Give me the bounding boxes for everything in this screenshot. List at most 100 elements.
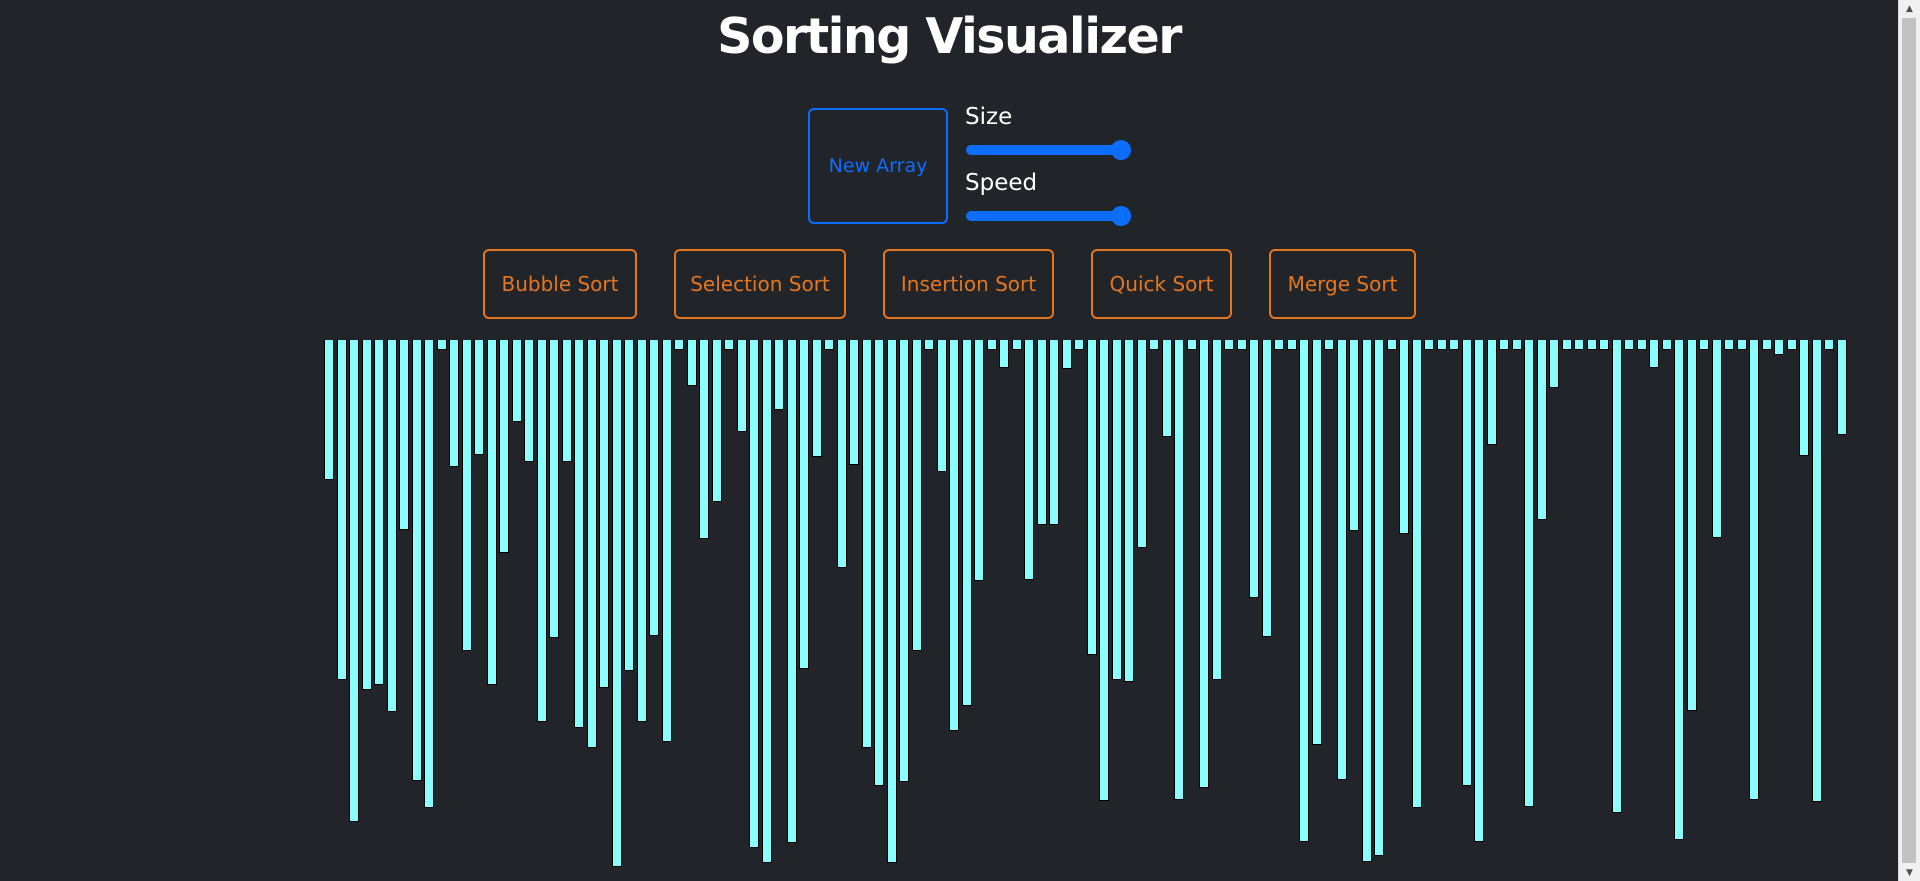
array-bar [436,340,447,350]
array-bar [361,340,372,690]
array-bar [1799,340,1809,456]
array-bar [836,340,847,568]
array-bar [1311,340,1322,745]
speed-label: Speed [965,170,1038,196]
array-bar [1699,340,1709,350]
array-bar [349,340,359,822]
array-bar [1649,340,1659,368]
array-bar [1749,340,1759,800]
size-slider[interactable] [966,140,1131,160]
array-bar [624,340,634,671]
array-bar [749,340,759,848]
array-bar [1486,340,1497,445]
array-bar [611,340,622,867]
scrollbar-thumb[interactable] [1902,18,1916,863]
array-bar [849,340,859,465]
array-bar [524,340,534,462]
array-bar [936,340,947,472]
array-bar [1236,340,1247,350]
array-bar [786,340,797,843]
array-bar [949,340,959,731]
size-slider-thumb[interactable] [1111,140,1131,160]
array-bar [886,340,897,863]
array-bar [511,340,522,422]
page-title: Sorting Visualizer [717,8,1182,65]
array-bar [549,340,559,638]
array-bar [1136,340,1147,548]
array-bar [711,340,722,502]
array-bar [1199,340,1209,788]
array-bar [1011,340,1022,350]
array-bar [1099,340,1109,801]
array-bar [861,340,872,748]
array-bar [761,340,772,863]
array-bar [1124,340,1134,682]
array-bar [699,340,709,539]
array-bar [1511,340,1522,350]
array-bar [1086,340,1097,655]
speed-slider[interactable] [966,206,1131,226]
array-bar [724,340,734,350]
array-bars [324,340,1847,881]
array-bar [336,340,347,680]
array-bar [1386,340,1397,350]
array-bar [1536,340,1547,520]
scroll-up-arrow-icon[interactable]: ▲ [1906,3,1913,14]
array-bar [911,340,922,651]
array-bar [674,340,684,350]
array-bar [1586,340,1597,350]
bubble-sort-button[interactable]: Bubble Sort [483,249,637,319]
array-bar [961,340,972,706]
array-bar [1024,340,1034,580]
array-bar [1499,340,1509,350]
array-bar [986,340,997,350]
array-bar [1036,340,1047,525]
array-bar [499,340,509,553]
array-bar [1111,340,1122,680]
array-bar [1736,340,1747,350]
array-bar [1561,340,1572,350]
array-bar [1161,340,1172,437]
array-bar [399,340,409,530]
array-bar [1411,340,1422,808]
array-bar [1761,340,1772,350]
array-bar [536,340,547,722]
array-bar [461,340,472,651]
merge-sort-button[interactable]: Merge Sort [1269,249,1416,319]
array-bar [1286,340,1297,350]
array-bar [1074,340,1084,350]
size-label: Size [965,104,1013,130]
array-bar [424,340,434,808]
array-bar [1574,340,1584,350]
selection-sort-button[interactable]: Selection Sort [674,249,846,319]
array-bar [1774,340,1784,355]
size-slider-track [966,145,1121,155]
vertical-scrollbar[interactable]: ▲ ▼ [1898,0,1920,881]
insertion-sort-button[interactable]: Insertion Sort [883,249,1054,319]
array-bar [874,340,884,786]
array-bar [1424,340,1434,350]
array-bar [1336,340,1347,780]
array-bar [824,340,834,350]
array-bar [1374,340,1384,856]
speed-slider-thumb[interactable] [1111,206,1131,226]
array-bar [1449,340,1459,350]
array-bar [1599,340,1609,350]
array-bar [1299,340,1309,842]
array-bar [1836,340,1847,435]
array-bar [1186,340,1197,350]
array-bar [1349,340,1359,531]
array-bar [649,340,659,636]
scroll-down-arrow-icon[interactable]: ▼ [1906,867,1913,878]
array-bar [636,340,647,722]
array-bar [1261,340,1272,637]
array-bar [1661,340,1672,350]
array-bar [1824,340,1834,350]
array-bar [924,340,934,350]
array-bar [899,340,909,782]
array-bar [811,340,822,457]
new-array-button[interactable]: New Array [808,108,948,224]
array-bar [324,340,334,480]
array-bar [1524,340,1534,807]
quick-sort-button[interactable]: Quick Sort [1091,249,1232,319]
